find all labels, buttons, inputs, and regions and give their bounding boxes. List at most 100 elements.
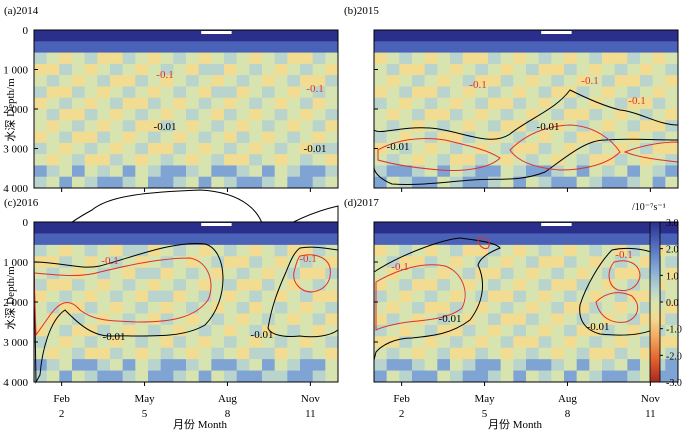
heat-cell — [614, 86, 628, 99]
heat-cell — [59, 52, 73, 65]
heat-cell — [500, 267, 514, 280]
heat-cell — [589, 302, 603, 314]
heat-cell — [513, 347, 527, 360]
heat-cell — [488, 52, 502, 65]
heat-cell — [198, 359, 212, 372]
heat-cell — [475, 256, 489, 269]
heat-cell — [602, 75, 616, 87]
heat-cell — [538, 120, 552, 133]
heat-cell — [236, 233, 250, 246]
heat-cell — [538, 244, 552, 257]
heat-cell — [148, 97, 162, 110]
panel-frame — [373, 29, 679, 189]
heat-cell — [450, 30, 464, 42]
heat-cell — [198, 233, 212, 246]
heat-cell — [437, 97, 451, 110]
heat-cell — [640, 131, 654, 144]
heat-cell — [110, 233, 124, 246]
heat-cell — [122, 109, 136, 121]
heat-cell — [462, 97, 476, 110]
heat-cell — [300, 86, 314, 99]
heat-cell — [46, 63, 60, 76]
heat-cell — [46, 52, 60, 65]
heat-cell — [665, 154, 679, 166]
heat-cell — [551, 52, 565, 65]
heat-cell — [462, 165, 476, 178]
heat-cell — [325, 302, 339, 314]
heat-cell — [475, 165, 489, 178]
heat-cell — [274, 176, 288, 189]
heat-cell — [462, 109, 476, 121]
heat-cell — [211, 359, 225, 372]
heat-cell — [538, 302, 552, 314]
heat-cell — [262, 324, 276, 337]
heat-cell — [72, 41, 86, 54]
heat-cell — [386, 256, 400, 269]
heat-cell — [249, 41, 263, 54]
heat-cell — [576, 154, 590, 166]
contour-label: -0.01 — [439, 313, 462, 325]
heat-cell — [652, 30, 666, 42]
heat-cell — [160, 176, 174, 189]
heat-cell — [665, 109, 679, 121]
heat-cell — [488, 30, 502, 42]
heat-cell — [412, 142, 426, 155]
heat-cell — [110, 267, 124, 280]
heat-cell — [462, 370, 476, 383]
heat-cell — [564, 267, 578, 280]
heat-cell — [46, 131, 60, 144]
heat-cell — [173, 244, 187, 257]
heat-cell — [450, 63, 464, 76]
colorbar-tick-label: -1.0 — [666, 325, 682, 336]
heat-cell — [513, 63, 527, 76]
heat-cell — [46, 336, 60, 349]
heat-cell — [412, 324, 426, 337]
heat-cell — [72, 176, 86, 189]
heat-cell — [462, 359, 476, 372]
heat-cell — [46, 222, 60, 234]
heat-cell — [614, 41, 628, 54]
heatmap-cells — [374, 30, 679, 189]
heat-cell — [589, 52, 603, 65]
heat-cell — [236, 120, 250, 133]
heat-cell — [551, 324, 565, 337]
heat-cell — [236, 176, 250, 189]
heat-cell — [46, 97, 60, 110]
heat-cell — [300, 30, 314, 42]
heat-cell — [236, 302, 250, 314]
heat-cell — [262, 30, 276, 42]
heat-cell — [576, 120, 590, 133]
heat-cell — [135, 52, 149, 65]
heat-cell — [300, 370, 314, 383]
heat-cell — [564, 176, 578, 189]
heat-cell — [627, 324, 641, 337]
heat-cell — [211, 290, 225, 303]
heat-cell — [640, 30, 654, 42]
surface-gap — [201, 31, 232, 34]
heat-cell — [236, 86, 250, 99]
heat-cell — [274, 97, 288, 110]
heat-cell — [576, 233, 590, 246]
heat-cell — [412, 267, 426, 280]
heat-cell — [34, 165, 48, 178]
colorbar-tick-label: 3.0 — [666, 218, 679, 229]
heat-cell — [462, 313, 476, 326]
heat-cell — [412, 222, 426, 234]
heat-cell — [110, 302, 124, 314]
heat-cell — [462, 52, 476, 65]
heat-cell — [488, 359, 502, 372]
heat-cell — [551, 142, 565, 155]
heat-cell — [386, 302, 400, 314]
heat-cell — [500, 109, 514, 121]
heat-cell — [46, 370, 60, 383]
heat-cell — [589, 347, 603, 360]
heat-cell — [602, 370, 616, 383]
heat-cell — [249, 279, 263, 292]
heat-cell — [211, 336, 225, 349]
heat-cell — [437, 256, 451, 269]
heat-cell — [186, 109, 200, 121]
y-tick-label: 4 000 — [3, 377, 28, 389]
heat-cell — [627, 359, 641, 372]
heat-cell — [412, 279, 426, 292]
heat-cell — [72, 359, 86, 372]
